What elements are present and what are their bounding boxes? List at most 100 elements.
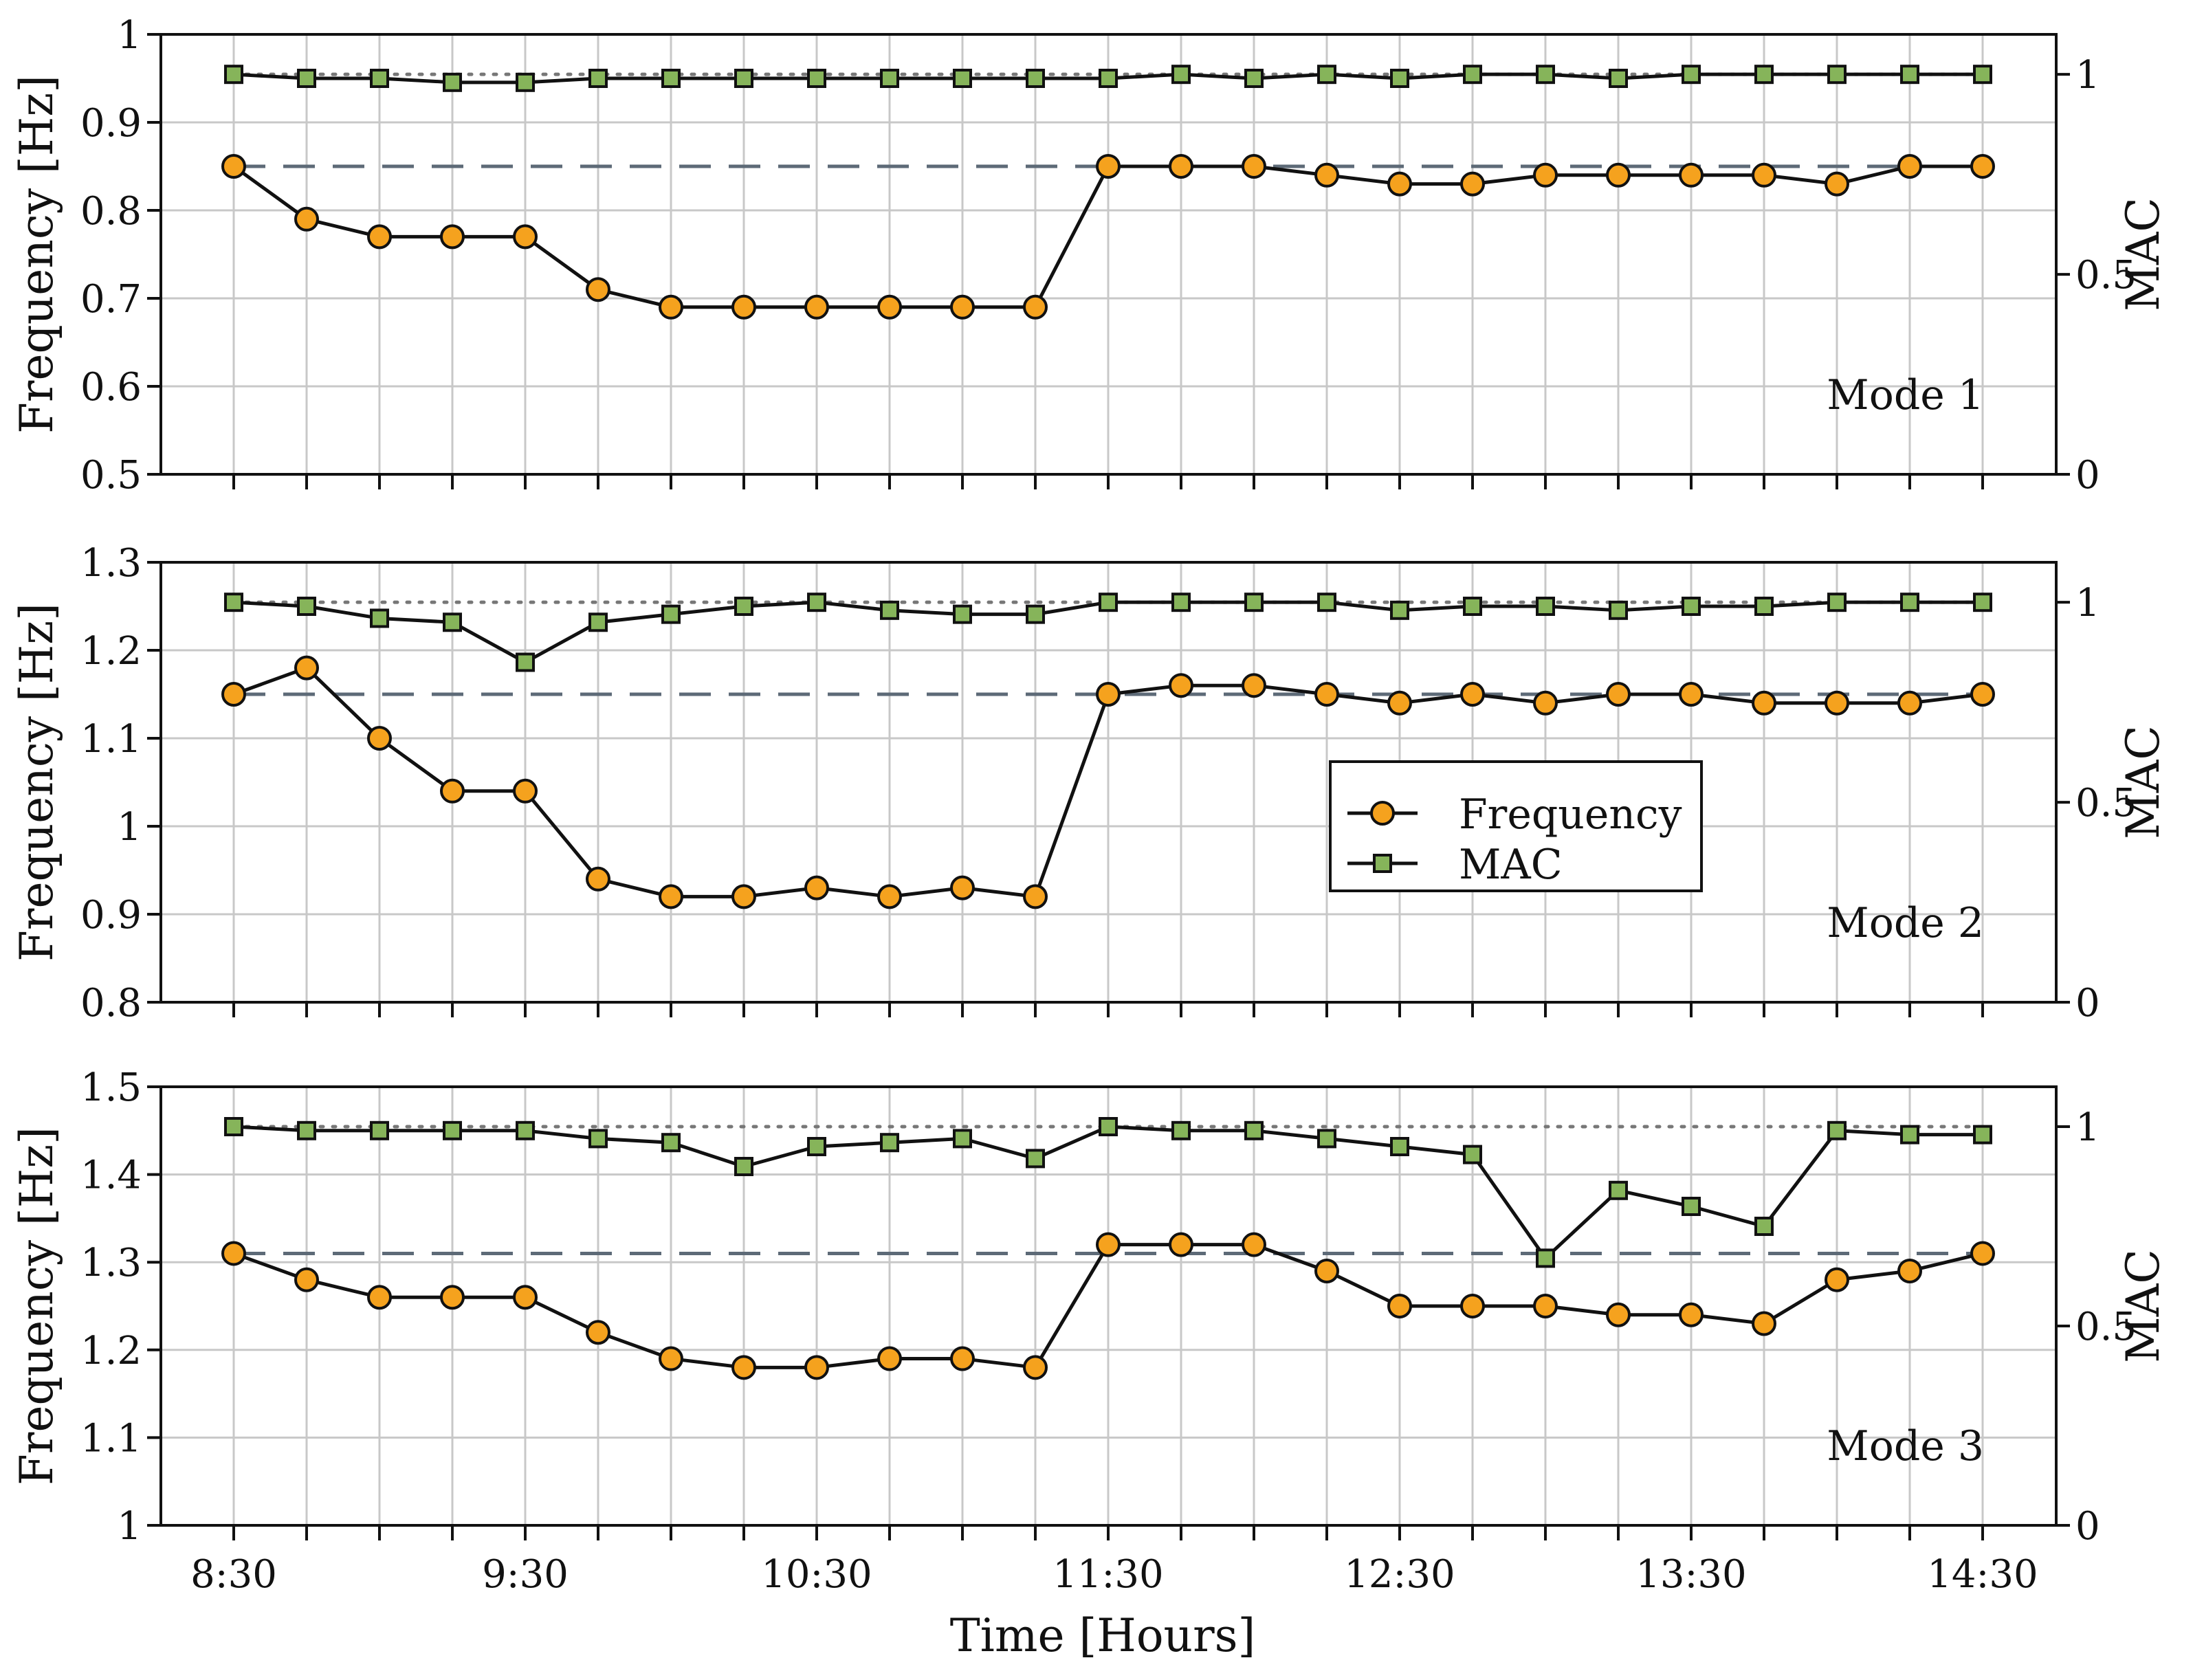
y2-tick-label: 0 (2075, 453, 2100, 498)
x-tick-label: 8:30 (190, 1552, 277, 1597)
frequency-point (221, 154, 246, 179)
frequency-point (1752, 1311, 1776, 1336)
panel-mode-2: 0.8 0.9 1 1.1 1.2 1.3 0 0.5 1 Frequency [Hz] MAC Mo… (10, 541, 2170, 1026)
mac-point (1390, 600, 1409, 620)
frequency-point (1460, 682, 1485, 707)
frequency-point (586, 866, 610, 892)
chart-panels: 0.5 0.6 0.7 0.8 0.9 1 0 0.5 1 Frequency [Hz] MAC Mo… (10, 13, 2170, 1597)
mac-point (224, 1117, 243, 1136)
y2-tick-label: 0.5 (2075, 781, 2137, 826)
frequency-point (440, 1285, 465, 1310)
mac-point (224, 593, 243, 612)
frequency-point (1242, 1232, 1266, 1257)
frequency-point (367, 1285, 392, 1310)
mac-point (880, 600, 899, 620)
frequency-point (294, 206, 319, 232)
mac-point (1244, 1120, 1264, 1140)
frequency-point (1897, 690, 1922, 716)
frequency-point (804, 294, 829, 320)
legend-label-mac: MAC (1459, 841, 1563, 889)
frequency-point (1606, 162, 1631, 188)
frequency-point (1606, 1302, 1631, 1327)
frequency-point (1387, 690, 1412, 716)
frequency-point (1169, 1232, 1193, 1257)
frequency-point (1825, 171, 1849, 197)
x-tick-label: 12:30 (1344, 1552, 1455, 1597)
mac-point (1244, 69, 1264, 88)
mac-point (443, 72, 462, 92)
mac-point (443, 1120, 462, 1140)
frequency-point (513, 1285, 538, 1310)
mac-point (1609, 600, 1628, 620)
mac-point (1609, 69, 1628, 88)
frequency-point (659, 294, 683, 320)
mac-point (734, 597, 753, 616)
mac-point (661, 1133, 681, 1153)
y2-tick-label: 1 (2075, 1105, 2100, 1150)
mac-point (1099, 69, 1118, 88)
frequency-point (1242, 154, 1266, 179)
frequency-point (950, 875, 975, 900)
mac-point (1609, 1180, 1628, 1200)
mac-point (1754, 65, 1774, 85)
frequency-point (950, 294, 975, 320)
y-axis-title: Frequency [Hz] (10, 603, 63, 962)
frequency-point (1970, 154, 1995, 179)
y-tick-label: 0.9 (80, 893, 142, 938)
mac-point (370, 1120, 389, 1140)
mac-point (1536, 597, 1555, 616)
panel-mode-1: 0.5 0.6 0.7 0.8 0.9 1 0 0.5 1 Frequency [Hz] MAC Mo… (10, 13, 2170, 498)
mode-label: Mode 3 (1827, 1422, 1984, 1470)
frequency-point (804, 875, 829, 900)
panel-mode-3: 1 1.1 1.2 1.3 1.4 1.5 0 0.5 1 Frequency [Hz] MAC Mo… (10, 1065, 2170, 1597)
mac-point (1390, 69, 1409, 88)
frequency-point (221, 682, 246, 707)
frequency-point (221, 1241, 246, 1266)
y2-axis-title: MAC (2117, 725, 2170, 839)
mac-point (734, 69, 753, 88)
y2-tick-label: 0 (2075, 981, 2100, 1026)
mac-point (1754, 1217, 1774, 1236)
frequency-point (1023, 1355, 1048, 1380)
frequency-point (1096, 1232, 1121, 1257)
mac-point (516, 652, 535, 672)
mac-point (297, 597, 316, 616)
legend-label-frequency: Frequency (1459, 791, 1682, 839)
y-tick-label: 1.5 (80, 1065, 142, 1110)
y-tick-label: 1 (117, 13, 142, 58)
mac-point (1463, 597, 1482, 616)
frequency-point (1314, 162, 1339, 188)
frequency-point (1460, 171, 1485, 197)
y2-tick-label: 1 (2075, 53, 2100, 98)
x-tick-label: 10:30 (761, 1552, 872, 1597)
y-tick-label: 1.1 (80, 717, 142, 762)
frequency-point (294, 1267, 319, 1292)
frequency-point (1533, 162, 1558, 188)
y-tick-label: 1 (117, 805, 142, 850)
mac-point (1827, 65, 1847, 85)
x-tick-label: 14:30 (1927, 1552, 2038, 1597)
mac-point (1900, 65, 1919, 85)
frequency-point (731, 294, 756, 320)
frequency-point (1679, 162, 1704, 188)
mac-point (807, 1137, 826, 1156)
y2-tick-label: 0.5 (2075, 1305, 2137, 1349)
y-tick-label: 1.2 (80, 629, 142, 674)
frequency-point (1825, 1267, 1849, 1292)
frequency-point (659, 1346, 683, 1371)
mac-point (1682, 1197, 1701, 1216)
mac-point (1682, 597, 1701, 616)
mac-point (1026, 1149, 1045, 1169)
mac-point (1171, 593, 1191, 612)
mac-point (953, 1129, 972, 1149)
frequency-point (1897, 154, 1922, 179)
frequency-point (1970, 1241, 1995, 1266)
mac-point (1390, 1137, 1409, 1156)
mac-point (1463, 1145, 1482, 1164)
mode-label: Mode 1 (1827, 371, 1984, 419)
x-axis-title: Time [Hours] (950, 1609, 1255, 1662)
frequency-point (877, 1346, 902, 1371)
y-axis-title: Frequency [Hz] (10, 1127, 63, 1485)
mac-point (588, 612, 608, 632)
